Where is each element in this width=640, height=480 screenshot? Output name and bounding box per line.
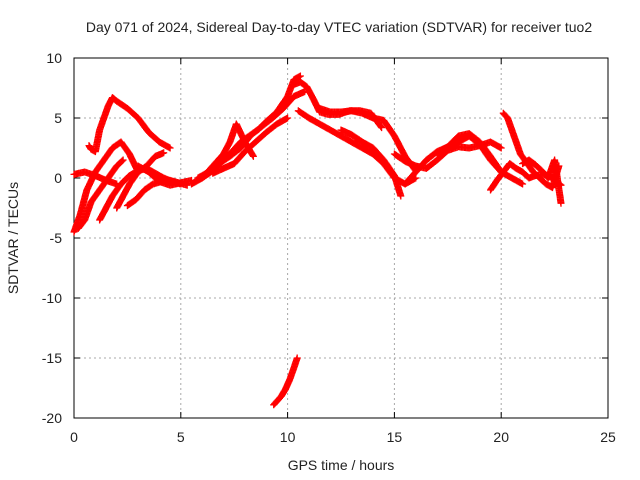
y-tick-label: 5 — [54, 110, 62, 126]
data-point — [119, 156, 127, 164]
x-tick-label: 10 — [280, 429, 296, 445]
series-arc-23 — [270, 354, 301, 409]
y-tick-label: -20 — [42, 410, 62, 426]
data-point — [377, 123, 385, 131]
axis-ticks — [73, 57, 609, 419]
series-arc-18 — [401, 132, 527, 188]
series-arc-2 — [85, 94, 174, 156]
data-point — [113, 180, 121, 188]
y-tick-label: -5 — [50, 230, 63, 246]
x-tick-label: 20 — [493, 429, 509, 445]
data-point — [249, 152, 257, 160]
data-point — [519, 180, 527, 188]
y-axis-label: SDTVAR / TECUs — [5, 182, 21, 294]
series-arc-7 — [70, 168, 121, 188]
data-point — [497, 144, 505, 152]
series-arc-17 — [390, 138, 505, 172]
y-tick-label: 0 — [54, 170, 62, 186]
x-tick-label: 25 — [600, 429, 616, 445]
y-tick-labels: -20 -15 -10 -5 0 5 10 — [42, 50, 62, 426]
data-point — [284, 114, 292, 122]
chart-title: Day 071 of 2024, Sidereal Day-to-day VTE… — [86, 19, 593, 35]
data-point — [397, 192, 405, 200]
data-point — [378, 124, 386, 132]
y-tick-label: -15 — [42, 350, 62, 366]
x-tick-label: 0 — [70, 429, 78, 445]
data-points — [70, 72, 565, 409]
series-arc-22 — [519, 156, 565, 207]
series-arc-8 — [134, 162, 195, 189]
data-point — [557, 199, 565, 207]
x-tick-label: 5 — [177, 429, 185, 445]
data-point — [166, 144, 174, 152]
series-arc-15 — [337, 126, 405, 200]
x-tick-labels: 0 5 10 15 20 25 — [70, 429, 616, 445]
series-arc-12 — [194, 88, 309, 182]
data-point — [293, 354, 301, 362]
data-point — [118, 157, 126, 165]
data-point — [160, 149, 168, 157]
series-arc-13 — [290, 78, 386, 132]
data-point — [296, 72, 304, 80]
series-arc-5 — [113, 149, 168, 212]
x-axis-label: GPS time / hours — [288, 457, 395, 473]
series-arc-19 — [433, 130, 505, 176]
y-tick-label: 10 — [46, 50, 62, 66]
y-tick-label: -10 — [42, 290, 62, 306]
x-tick-label: 15 — [387, 429, 403, 445]
series-arc-11 — [209, 114, 292, 177]
